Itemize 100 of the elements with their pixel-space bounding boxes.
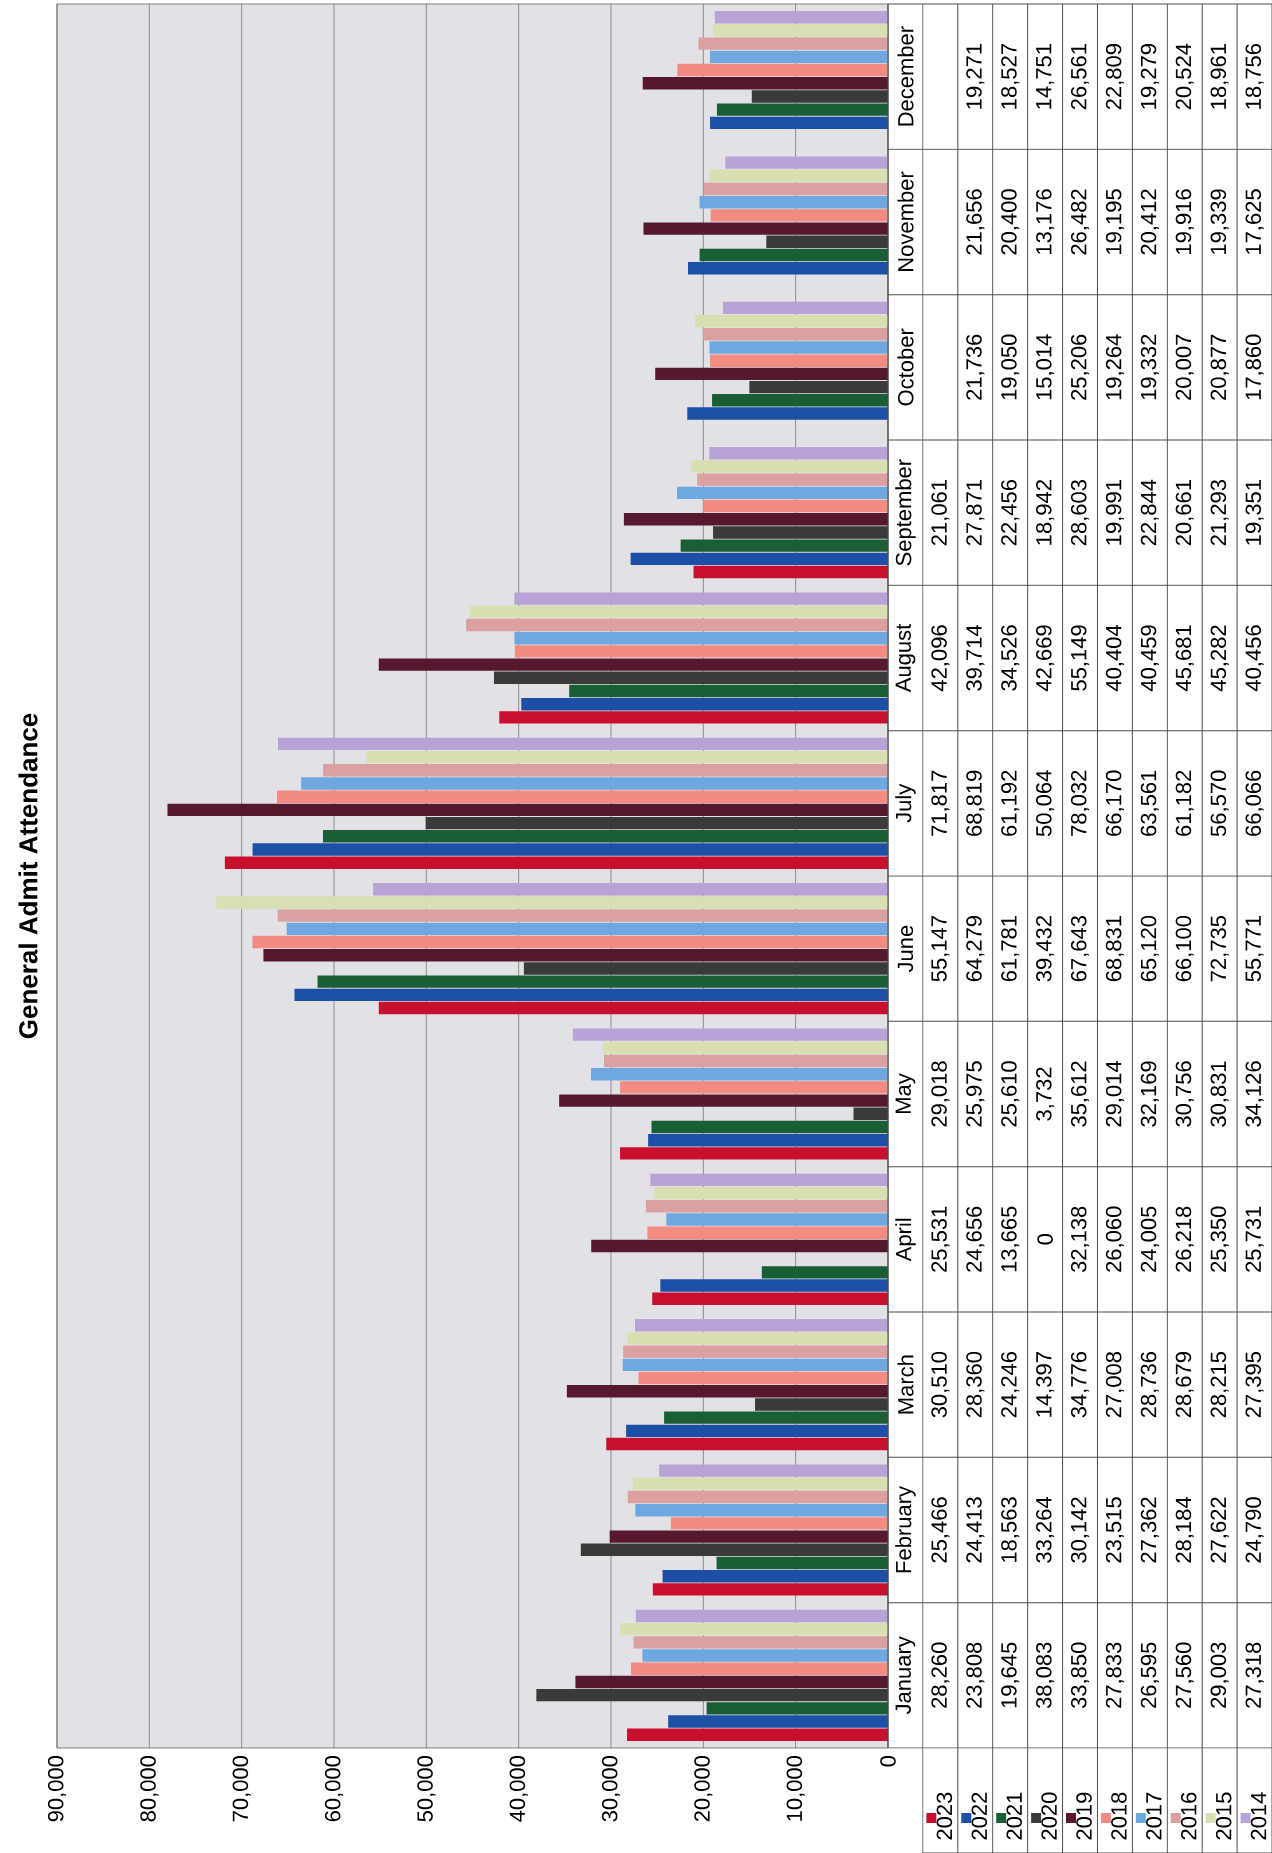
x-tick-label: 70,000 [232,1755,251,1822]
data-label: 14,397 [1036,1352,1055,1417]
legend-label: 2020 [1041,1792,1057,1840]
data-label: 65,120 [1140,915,1159,982]
legend-label: 2022 [971,1792,988,1840]
data-label: 35,612 [1070,1061,1090,1127]
x-tick-label: 60,000 [324,1755,344,1822]
bar [716,103,888,116]
bar [632,1477,888,1490]
bar [642,77,888,90]
data-label: 30,142 [1070,1497,1090,1563]
legend-label: 2015 [1215,1792,1232,1840]
data-label: 61,192 [1001,770,1020,836]
legend-label: 2019 [1076,1792,1092,1840]
bar [224,856,888,869]
data-label: 15,014 [1036,334,1055,400]
y-tick-label: September [895,459,916,566]
bar [499,711,888,724]
bar [294,988,888,1002]
x-tick-label: 30,000 [601,1755,621,1822]
bar [626,1424,888,1438]
bar [252,843,888,856]
data-label: 33,850 [1070,1642,1090,1709]
data-label: 25,975 [966,1061,985,1127]
bar [627,1728,888,1741]
data-label: 56,570 [1210,770,1229,837]
bar [638,1371,888,1385]
bar [755,1398,888,1411]
bar [536,1688,888,1702]
bar [695,314,888,328]
bar [716,1556,888,1570]
data-label: 24,005 [1140,1206,1159,1272]
bar [677,486,888,500]
data-label: 18,961 [1210,44,1229,109]
data-label: 18,756 [1245,43,1264,109]
data-label: 25,466 [931,1497,950,1563]
data-label: 26,482 [1070,189,1090,255]
x-tick-label: 10,000 [786,1755,805,1821]
bar [301,777,888,790]
bar [699,248,888,262]
data-label: 21,293 [1210,479,1229,546]
y-tick-label: April [895,1218,916,1262]
data-label: 20,412 [1140,189,1159,255]
data-label: 19,050 [1001,334,1020,400]
data-label: 34,776 [1070,1352,1090,1418]
data-label: 24,246 [1001,1352,1020,1418]
bar [317,975,888,988]
data-label: 38,083 [1036,1642,1055,1709]
bar [723,301,888,315]
bar [648,1133,888,1147]
data-label: 63,561 [1140,770,1159,836]
data-label: 18,527 [1001,44,1020,109]
data-label: 25,610 [1001,1061,1020,1127]
bar [662,1569,888,1583]
data-label: 21,061 [931,480,950,546]
bar [277,790,888,803]
data-label: 42,669 [1036,625,1055,692]
data-label: 28,360 [966,1351,985,1418]
data-label: 64,279 [966,916,985,982]
data-label: 27,871 [966,480,985,546]
bar [609,1530,888,1543]
data-label: 19,271 [966,44,985,109]
bar [575,1675,888,1689]
data-label: 78,032 [1070,770,1090,836]
bar [714,11,888,24]
data-label: 19,916 [1175,189,1194,254]
data-label: 55,149 [1070,625,1090,691]
data-label: 20,524 [1175,43,1194,110]
data-label: 55,771 [1245,916,1264,982]
bar [712,394,888,407]
bar [514,592,888,605]
bar [709,169,888,182]
bar [693,565,888,579]
data-label: 27,395 [1245,1351,1264,1418]
bar [620,1622,888,1636]
bar [668,1715,888,1728]
bar [216,896,888,909]
bar [252,935,888,949]
legend-label: 2016 [1180,1792,1197,1840]
bar [627,1332,888,1345]
bar [622,1358,888,1372]
data-label: 28,679 [1175,1352,1194,1418]
bar [652,1292,888,1305]
bar [647,1226,888,1239]
data-label: 32,169 [1140,1061,1159,1127]
data-label: 40,404 [1105,625,1125,692]
data-label: 68,831 [1105,916,1125,982]
bar [277,909,888,922]
data-label: 26,060 [1105,1206,1125,1272]
data-label: 34,126 [1245,1061,1264,1127]
bar [666,1213,888,1226]
data-label: 0 [1037,1234,1053,1245]
data-label: 29,003 [1210,1642,1229,1708]
x-tick-label: 90,000 [47,1755,67,1822]
data-label: 39,432 [1036,916,1055,982]
bar [580,1543,888,1556]
bar [630,552,888,566]
data-label: 28,215 [1210,1351,1229,1418]
bar [709,50,888,64]
bar [761,1266,888,1279]
